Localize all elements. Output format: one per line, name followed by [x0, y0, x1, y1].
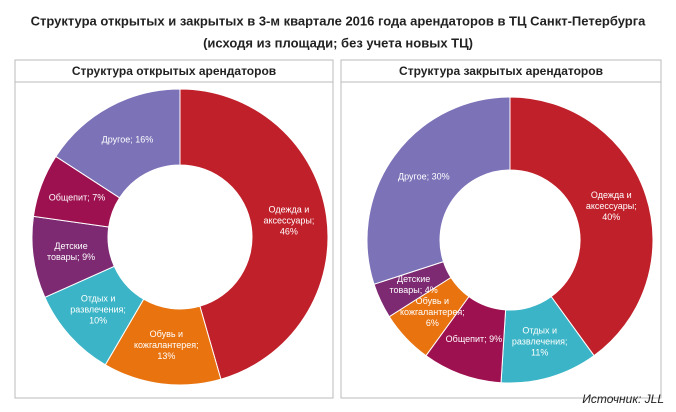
donut-segment: [179, 88, 329, 380]
data-label: Обувь и кожгалантерея; 13%: [134, 330, 199, 362]
source-note: Источник: JLL: [582, 392, 664, 406]
panel-frame: [340, 59, 662, 399]
data-label: Общепит; 7%: [49, 193, 106, 203]
data-label: Другое; 30%: [398, 172, 450, 182]
donut-segment: [509, 96, 654, 357]
data-label: Обувь и кожгалантерея; 6%: [400, 296, 465, 328]
data-label: Одежда и аксессуары; 46%: [263, 205, 314, 237]
data-label: Другое; 16%: [102, 135, 154, 145]
data-label: Детские товары; 9%: [47, 241, 95, 262]
panel-title: Структура закрытых арендаторов: [399, 64, 603, 78]
panel-frame: [14, 59, 334, 399]
data-label: Одежда и аксессуары; 40%: [586, 190, 637, 222]
data-label: Отдых и развлечения; 10%: [70, 294, 126, 326]
donut-segment: [55, 88, 181, 199]
data-label: Общепит; 9%: [446, 335, 503, 345]
data-label: Отдых и развлечения; 11%: [512, 326, 568, 358]
donut-segment: [366, 96, 511, 285]
data-label: Детские товары; 4%: [390, 274, 438, 295]
chart-subtitle: (исходя из площади; без учета новых ТЦ): [203, 35, 473, 50]
chart-title: Структура открытых и закрытых в 3-м квар…: [31, 13, 647, 28]
panel-title: Структура открытых арендаторов: [72, 64, 276, 78]
